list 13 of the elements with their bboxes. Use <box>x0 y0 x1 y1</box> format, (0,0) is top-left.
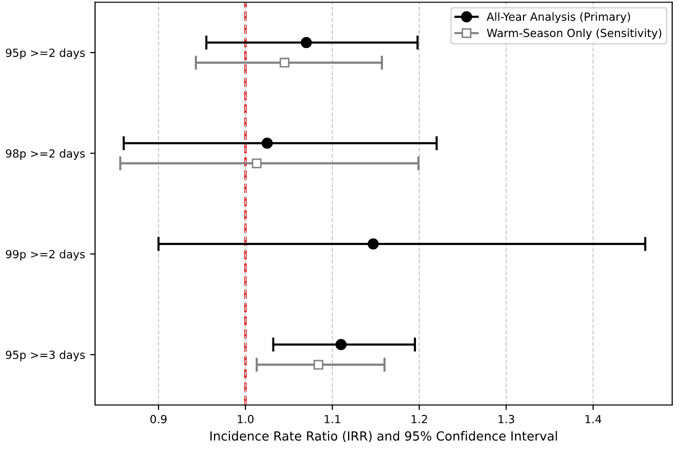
x-tick-label: 1.0 <box>238 414 254 424</box>
y-tick-label: 99p >=2 days <box>6 250 85 260</box>
x-tick-label: 0.9 <box>150 414 167 424</box>
x-tick-label: 1.4 <box>586 415 602 424</box>
legend-label: Warm-Season Only (Sensitivity) <box>486 28 662 40</box>
y-tick-label: 95p >=3 days <box>6 350 85 362</box>
x-tick-label: 1.1 <box>324 415 340 424</box>
y-tick-label: 95p >=2 days <box>6 48 85 60</box>
x-tick-label: 1.2 <box>412 414 427 424</box>
y-tick-label: 98p >=2 days <box>6 149 85 160</box>
legend-label: All-Year Analysis (Primary) <box>486 12 630 24</box>
x-axis-title: Incidence Rate Ratio (IRR) and 95% Confidence Interval <box>210 431 557 442</box>
x-tick-label: 1.3 <box>498 414 514 424</box>
